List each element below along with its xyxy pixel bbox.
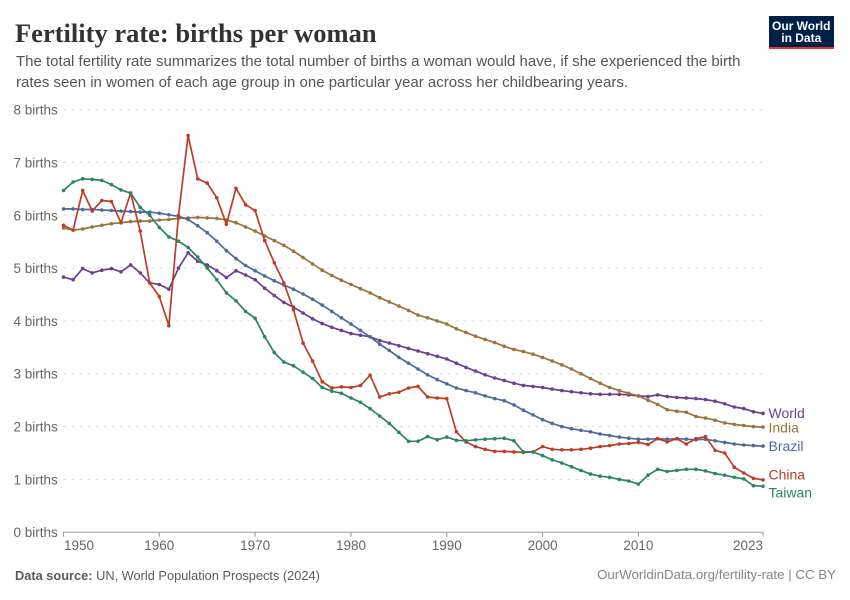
svg-text:1960: 1960 bbox=[144, 538, 174, 553]
svg-text:Brazil: Brazil bbox=[769, 438, 804, 454]
svg-text:1980: 1980 bbox=[336, 538, 366, 553]
svg-text:2023: 2023 bbox=[733, 538, 763, 553]
svg-text:8 births: 8 births bbox=[14, 103, 59, 118]
svg-text:3 births: 3 births bbox=[14, 367, 59, 382]
svg-text:2010: 2010 bbox=[623, 538, 653, 553]
svg-text:Taiwan: Taiwan bbox=[769, 485, 813, 501]
svg-text:4 births: 4 births bbox=[14, 314, 59, 329]
svg-text:1970: 1970 bbox=[240, 538, 270, 553]
svg-text:1 births: 1 births bbox=[14, 472, 59, 487]
svg-text:2 births: 2 births bbox=[14, 420, 59, 435]
svg-text:2000: 2000 bbox=[528, 538, 558, 553]
svg-text:China: China bbox=[769, 467, 806, 483]
svg-text:6 births: 6 births bbox=[14, 208, 59, 223]
svg-text:1950: 1950 bbox=[64, 538, 94, 553]
svg-text:1990: 1990 bbox=[432, 538, 462, 553]
svg-text:7 births: 7 births bbox=[14, 156, 59, 171]
svg-text:India: India bbox=[769, 420, 800, 436]
svg-text:World: World bbox=[769, 405, 805, 421]
svg-text:5 births: 5 births bbox=[14, 261, 59, 276]
svg-text:0 births: 0 births bbox=[14, 525, 59, 540]
